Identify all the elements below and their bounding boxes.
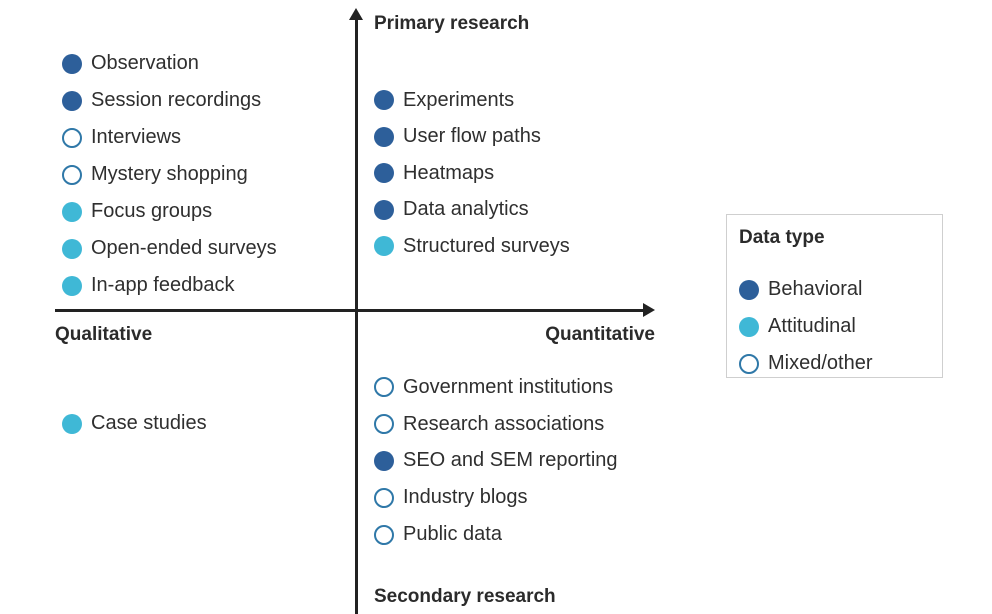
list-item: Session recordings <box>62 82 277 119</box>
list-item-label: Open-ended surveys <box>91 237 277 259</box>
list-item: Case studies <box>62 405 207 442</box>
quadrant-primary-qualitative: Observation Session recordings Interviews M… <box>62 45 277 304</box>
list-item: Experiments <box>374 82 570 119</box>
list-item-label: User flow paths <box>403 125 541 148</box>
list-item-label: Research associations <box>403 412 605 435</box>
legend-entry-label: Mixed/other <box>768 352 873 374</box>
list-item-label: Case studies <box>91 412 207 434</box>
list-item: User flow paths <box>374 119 570 156</box>
legend-entry: Attitudinal <box>739 308 873 345</box>
quadrant-primary-quantitative: Experiments User flow paths Heatmaps Data a… <box>374 82 570 265</box>
attitudinal-dot-icon <box>374 236 394 257</box>
vertical-axis <box>355 14 358 614</box>
list-item-label: Mystery shopping <box>91 163 248 185</box>
list-item: Heatmaps <box>374 155 570 192</box>
mixed-dot-icon <box>374 524 394 545</box>
axis-label-left: Qualitative <box>55 324 153 345</box>
list-item-label: Observation <box>91 52 199 74</box>
list-item-label: Experiments <box>403 88 515 111</box>
behavioral-dot-icon <box>374 126 394 147</box>
list-item: Structured surveys <box>374 228 570 265</box>
attitudinal-dot-icon <box>739 316 759 337</box>
axis-label-right: Quantitative <box>545 324 655 345</box>
behavioral-dot-icon <box>62 90 82 111</box>
behavioral-dot-icon <box>739 279 759 300</box>
list-item: Observation <box>62 45 277 82</box>
behavioral-dot-icon <box>374 90 394 111</box>
list-item: Public data <box>374 516 618 553</box>
legend-entry-label: Attitudinal <box>768 315 856 337</box>
list-item: Research associations <box>374 406 618 443</box>
list-item: Interviews <box>62 119 277 156</box>
list-item-label: Heatmaps <box>403 161 495 184</box>
behavioral-dot-icon <box>374 450 394 471</box>
legend-entry-label: Behavioral <box>768 278 863 300</box>
axis-label-bottom: Secondary research <box>374 586 556 607</box>
mixed-dot-icon <box>374 414 394 435</box>
legend-entry: Mixed/other <box>739 345 873 382</box>
attitudinal-dot-icon <box>62 201 82 222</box>
behavioral-dot-icon <box>62 53 82 74</box>
quadrant-secondary-qualitative: Case studies <box>62 405 207 442</box>
list-item-label: Structured surveys <box>403 234 570 257</box>
mixed-dot-icon <box>62 127 82 148</box>
legend: Data type Behavioral Attitudinal Mixed/oth… <box>726 214 943 378</box>
list-item-label: Data analytics <box>403 198 529 221</box>
list-item-label: SEO and SEM reporting <box>403 449 618 472</box>
attitudinal-dot-icon <box>62 413 82 434</box>
arrow-right-icon <box>643 303 655 317</box>
mixed-dot-icon <box>739 353 759 374</box>
list-item-label: Session recordings <box>91 89 262 111</box>
list-item: Open-ended surveys <box>62 230 277 267</box>
legend-entry: Behavioral <box>739 271 873 308</box>
list-item: Focus groups <box>62 193 277 230</box>
attitudinal-dot-icon <box>62 238 82 259</box>
list-item: Industry blogs <box>374 479 618 516</box>
list-item-label: Public data <box>403 523 502 546</box>
list-item-label: Industry blogs <box>403 486 528 509</box>
list-item-label: Focus groups <box>91 200 213 222</box>
horizontal-axis <box>55 309 647 312</box>
mixed-dot-icon <box>62 164 82 185</box>
legend-entries: Behavioral Attitudinal Mixed/other <box>739 271 873 382</box>
list-item: SEO and SEM reporting <box>374 443 618 480</box>
list-item-label: In-app feedback <box>91 274 235 296</box>
behavioral-dot-icon <box>374 199 394 220</box>
list-item: In-app feedback <box>62 267 277 304</box>
list-item: Data analytics <box>374 192 570 229</box>
quadrant-secondary-quantitative: Government institutions Research associat… <box>374 369 618 553</box>
arrow-up-icon <box>349 8 363 20</box>
mixed-dot-icon <box>374 377 394 398</box>
mixed-dot-icon <box>374 487 394 508</box>
behavioral-dot-icon <box>374 163 394 184</box>
list-item-label: Government institutions <box>403 375 614 398</box>
list-item: Mystery shopping <box>62 156 277 193</box>
legend-title: Data type <box>739 227 825 248</box>
list-item-label: Interviews <box>91 126 182 148</box>
axis-label-top: Primary research <box>374 13 530 34</box>
list-item: Government institutions <box>374 369 618 406</box>
attitudinal-dot-icon <box>62 275 82 296</box>
